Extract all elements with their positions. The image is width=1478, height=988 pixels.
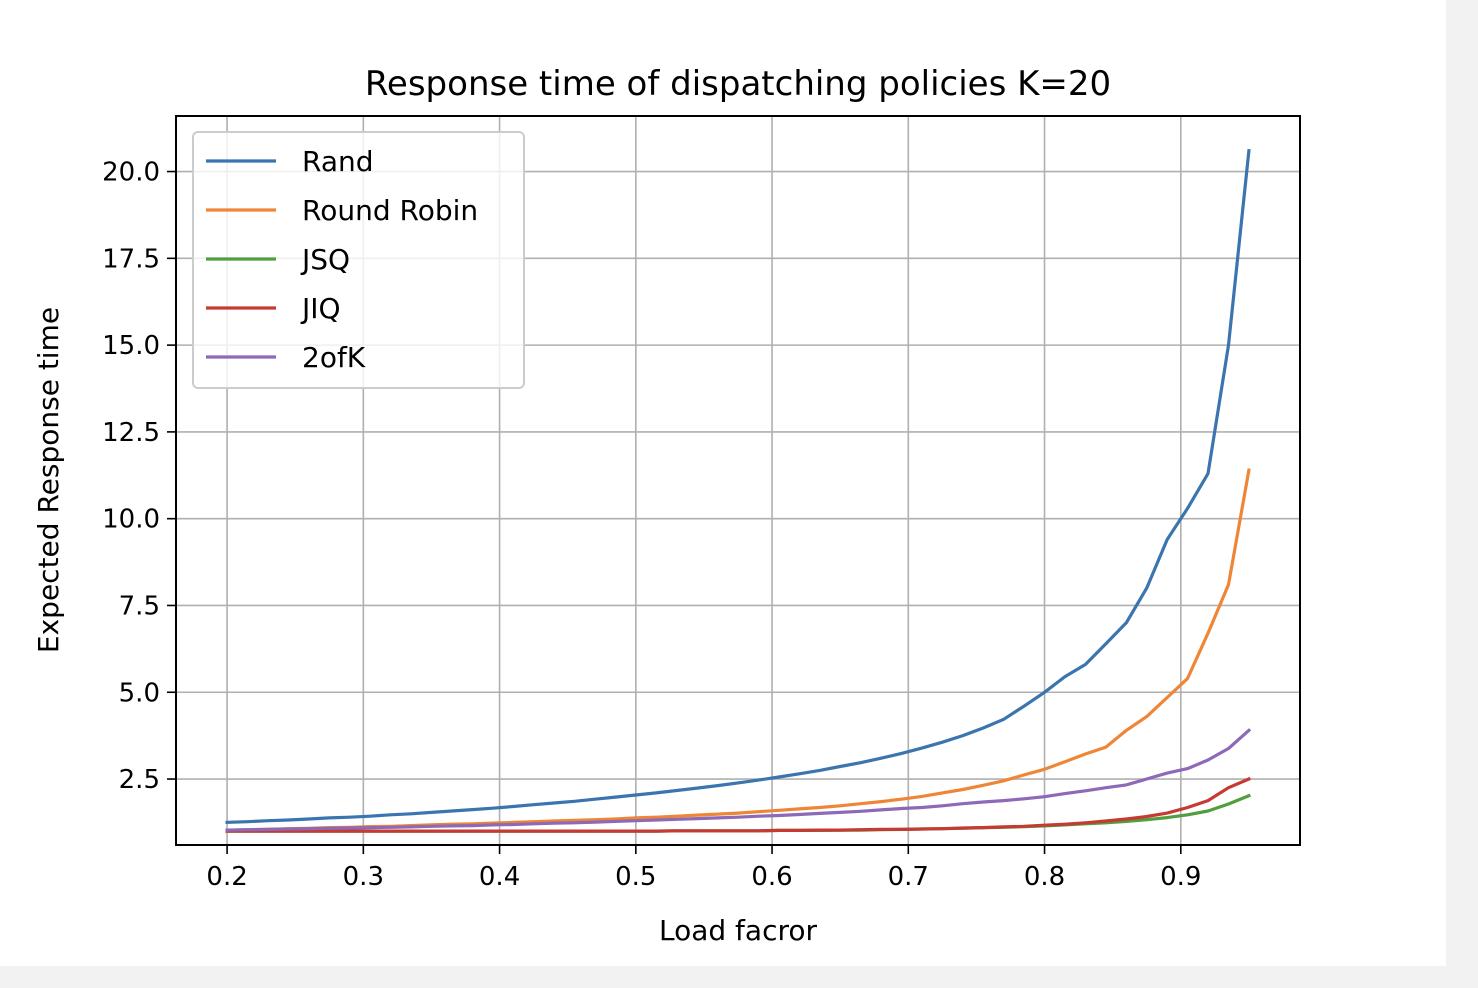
y-axis-label: Expected Response time <box>32 307 65 653</box>
plot-frame <box>175 115 1301 846</box>
legend: Rand Round Robin JSQ JIQ 2ofK <box>192 131 525 389</box>
grid <box>176 116 1300 845</box>
line-chart: Response time of dispatching policies K=… <box>32 64 1301 947</box>
series-line-2ofk <box>225 728 1252 832</box>
series-line-round-robin <box>225 468 1251 833</box>
series-line-jiq <box>225 776 1251 833</box>
y-tick-label: 17.5 <box>102 244 160 274</box>
x-tick-label: 0.9 <box>1160 862 1201 892</box>
legend-label-rand: Rand <box>302 145 374 178</box>
axis-ticks: 0.2 0.3 0.4 0.5 0.6 0.7 0.8 0.9 2.5 5.0 7.5 10.0 12.… <box>102 158 1201 892</box>
y-tick-label: 2.5 <box>119 765 160 795</box>
y-tick-label: 12.5 <box>102 418 160 448</box>
x-tick-label: 0.8 <box>1024 862 1065 892</box>
y-tick-label: 20.0 <box>102 158 160 188</box>
y-tick-label: 7.5 <box>119 591 160 621</box>
y-tick-label: 5.0 <box>119 678 160 708</box>
series-lines <box>225 148 1252 833</box>
x-tick-label: 0.3 <box>343 862 384 892</box>
chart-title: Response time of dispatching policies K=… <box>365 64 1111 104</box>
x-tick-label: 0.2 <box>206 862 247 892</box>
series-line-rand <box>225 148 1251 825</box>
x-tick-label: 0.4 <box>479 862 520 892</box>
legend-label-2ofk: 2ofK <box>302 341 366 374</box>
legend-label-jsq: JSQ <box>300 243 350 276</box>
legend-label-jiq: JIQ <box>300 292 341 325</box>
x-tick-label: 0.6 <box>751 862 792 892</box>
x-tick-label: 0.7 <box>888 862 929 892</box>
y-tick-label: 10.0 <box>102 505 160 535</box>
legend-box <box>192 131 525 389</box>
y-tick-label: 15.0 <box>102 331 160 361</box>
legend-label-round-robin: Round Robin <box>302 194 478 227</box>
x-tick-label: 0.5 <box>615 862 656 892</box>
x-axis-label: Load facror <box>659 914 818 947</box>
chart-figure: Response time of dispatching policies K=… <box>0 0 1446 966</box>
